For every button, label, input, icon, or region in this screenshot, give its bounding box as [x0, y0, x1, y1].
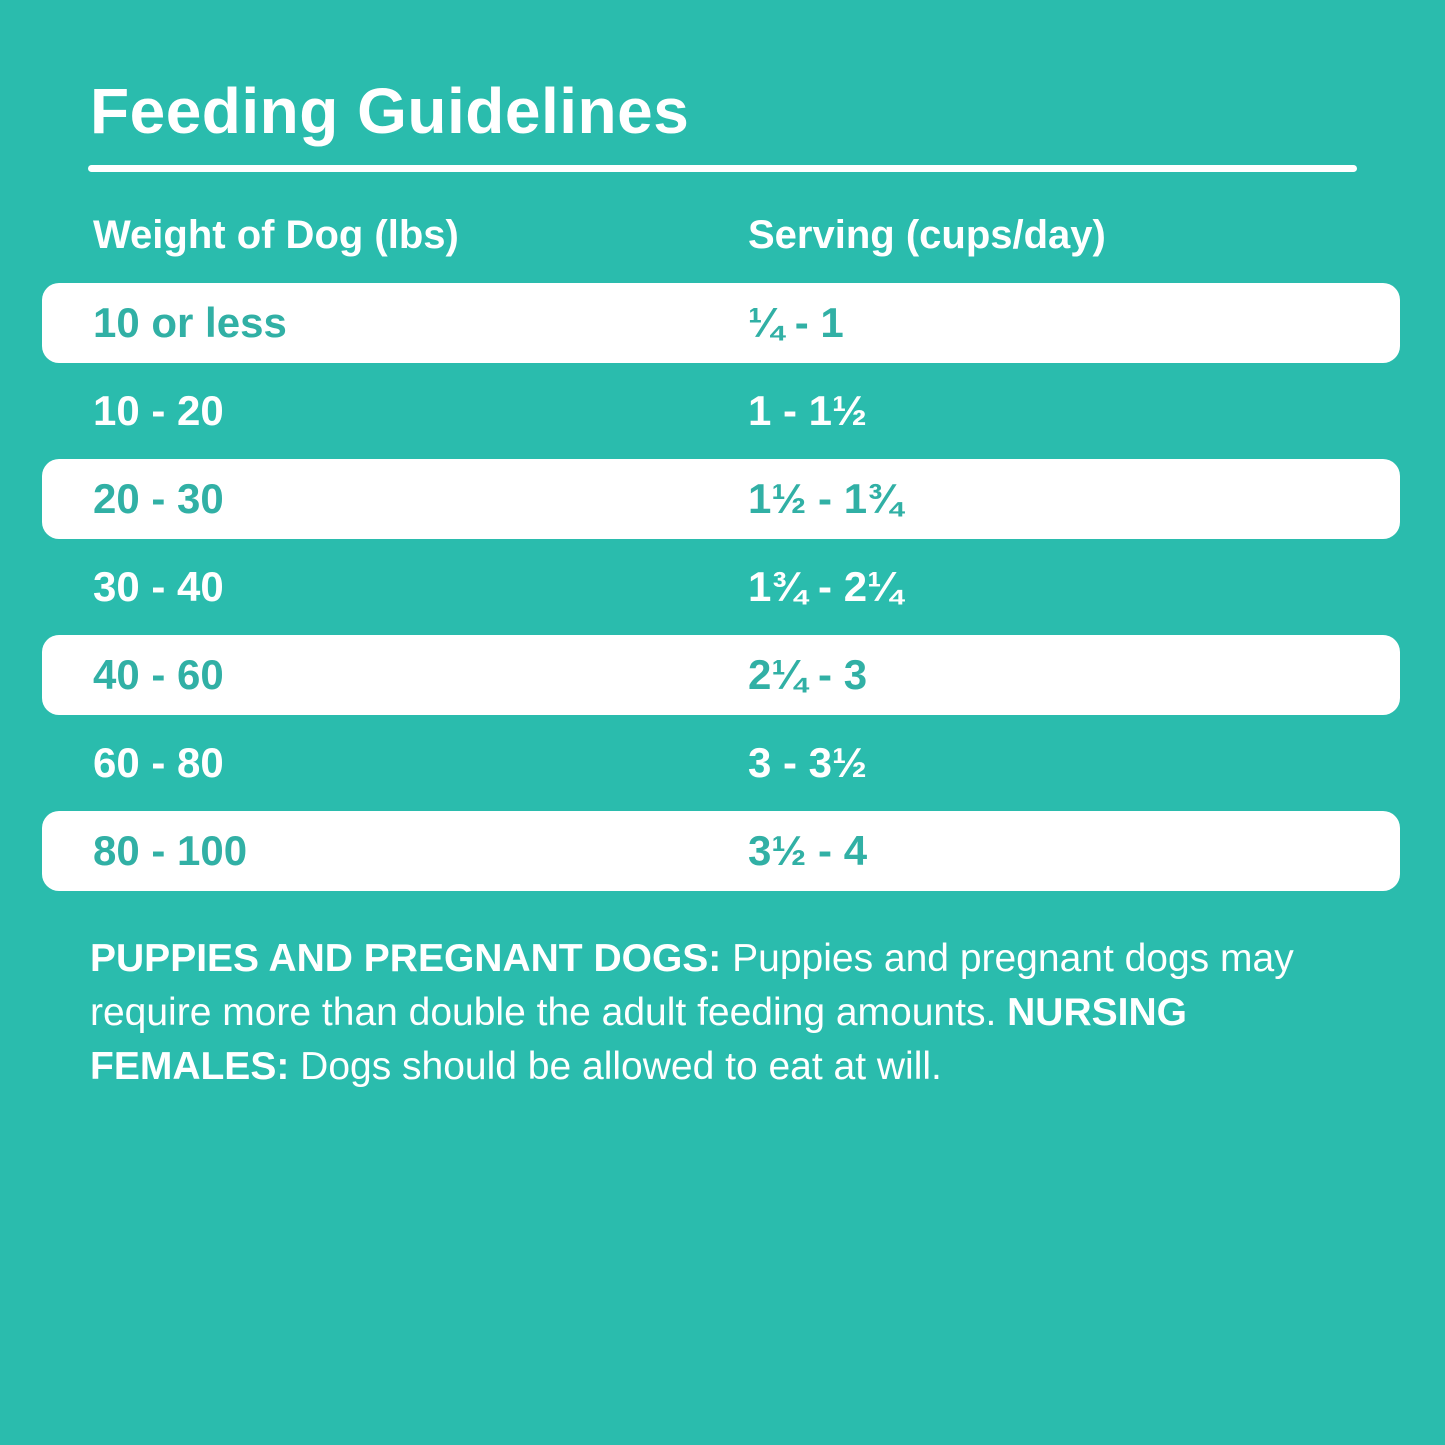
- weight-cell: 40 - 60: [93, 651, 224, 698]
- row-highlight-band: [42, 283, 1400, 363]
- row-highlight-band: [42, 635, 1400, 715]
- column-header-weight: Weight of Dog (lbs): [93, 213, 459, 257]
- column-header-serving: Serving (cups/day): [748, 213, 1106, 257]
- table-row: 40 - 60 2¼ - 3: [0, 631, 1445, 719]
- row-highlight-band: [42, 459, 1400, 539]
- page-title: Feeding Guidelines: [90, 75, 690, 147]
- feeding-table: 10 or less ¼ - 1 10 - 20 1 - 1½ 20 - 30 …: [0, 279, 1445, 895]
- table-row: 80 - 100 3½ - 4: [0, 807, 1445, 895]
- serving-cell: 2¼ - 3: [748, 651, 868, 698]
- serving-cell: ¼ - 1: [748, 299, 844, 346]
- weight-cell: 10 - 20: [93, 387, 224, 434]
- weight-cell: 60 - 80: [93, 739, 224, 786]
- table-row: 20 - 30 1½ - 1¾: [0, 455, 1445, 543]
- note-heading-nursing: NURSING FEMALES:: [90, 991, 1187, 1088]
- serving-cell: 1½ - 1¾: [748, 475, 903, 522]
- feeding-notes: PUPPIES AND PREGNANT DOGS: Puppies and p…: [90, 932, 1375, 1094]
- weight-cell: 20 - 30: [93, 475, 224, 522]
- weight-cell: 80 - 100: [93, 827, 248, 874]
- table-row: 60 - 80 3 - 3½: [0, 719, 1445, 807]
- serving-cell: 3 - 3½: [748, 739, 868, 786]
- table-row: 10 or less ¼ - 1: [0, 279, 1445, 367]
- note-text-puppies: Puppies and pregnant dogs may require mo…: [90, 937, 1294, 1034]
- serving-cell: 1¾ - 2¼: [748, 563, 903, 610]
- table-row: 10 - 20 1 - 1½: [0, 367, 1445, 455]
- weight-cell: 30 - 40: [93, 563, 224, 610]
- row-highlight-band: [42, 811, 1400, 891]
- serving-cell: 3½ - 4: [748, 827, 868, 874]
- table-row: 30 - 40 1¾ - 2¼: [0, 543, 1445, 631]
- title-divider: [88, 165, 1357, 172]
- table-header-row: Weight of Dog (lbs) Serving (cups/day): [0, 213, 1445, 267]
- weight-cell: 10 or less: [93, 299, 287, 346]
- note-heading-puppies: PUPPIES AND PREGNANT DOGS:: [90, 937, 733, 980]
- note-text-nursing: Dogs should be allowed to eat at will.: [300, 1045, 942, 1088]
- serving-cell: 1 - 1½: [748, 387, 868, 434]
